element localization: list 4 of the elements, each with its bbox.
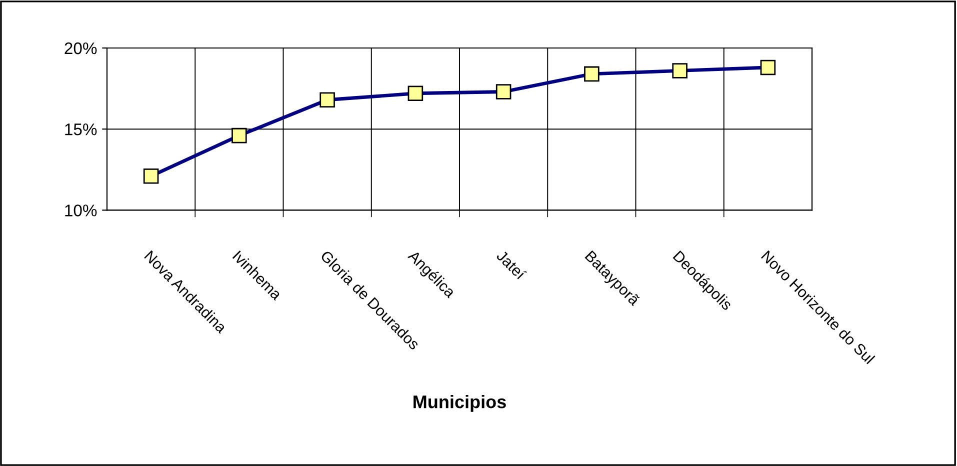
y-tick-label: 15%	[65, 124, 97, 136]
y-tick-label: 20%	[64, 42, 97, 54]
x-axis-title: Municipios	[414, 394, 506, 412]
y-tick-label: 10%	[65, 204, 97, 216]
